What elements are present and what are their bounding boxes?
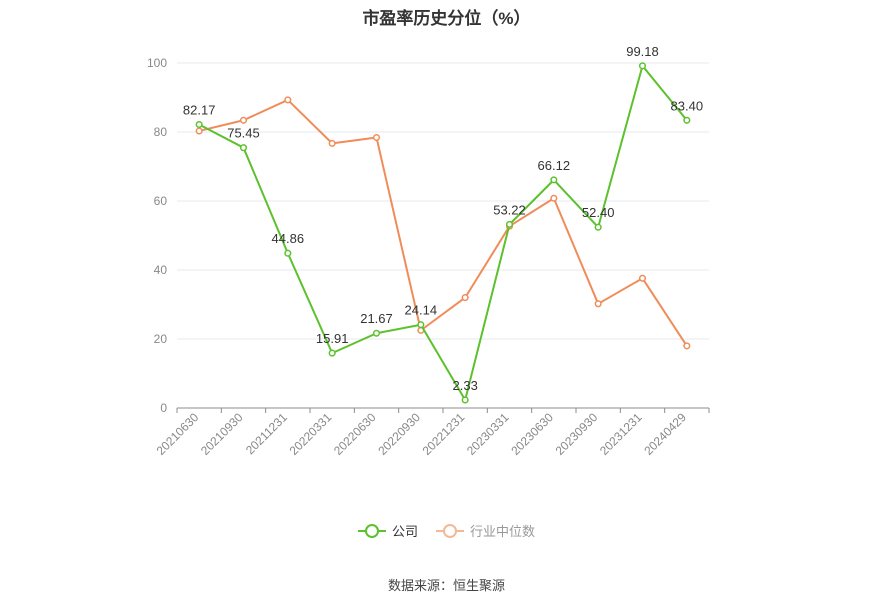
data-point — [683, 342, 691, 350]
y-tick-label: 0 — [160, 401, 167, 415]
x-tick-label: 20211231 — [243, 410, 290, 457]
data-label: 24.14 — [405, 303, 438, 318]
x-tick-label: 20230630 — [508, 410, 556, 458]
legend-item-industry[interactable]: 行业中位数 — [436, 521, 535, 540]
x-tick-label: 20240429 — [641, 410, 689, 458]
x-tick-label: 20210930 — [198, 410, 246, 458]
data-point — [638, 274, 647, 282]
y-tick-label: 40 — [154, 263, 168, 277]
data-point — [328, 139, 336, 147]
legend-industry-label: 行业中位数 — [470, 524, 536, 539]
x-tick-label: 20210630 — [154, 410, 202, 458]
data-point — [239, 116, 248, 124]
data-point — [372, 133, 381, 142]
data-point — [594, 300, 602, 308]
data-point — [461, 396, 469, 404]
data-point — [505, 220, 514, 228]
x-tick-label: 20220331 — [287, 410, 335, 458]
series-line — [198, 64, 688, 401]
data-point — [683, 116, 691, 124]
legend-company-label: 公司 — [391, 524, 418, 539]
data-label: 44.86 — [272, 231, 305, 246]
data-source-note: 数据来源：恒生聚源 — [387, 578, 505, 593]
data-point — [461, 294, 469, 302]
data-point — [550, 194, 558, 202]
chart-legend: 公司 行业中位数 — [0, 521, 893, 540]
chart-title: 市盈率历史分位（%） — [362, 9, 531, 28]
data-point — [594, 223, 602, 231]
data-label: 21.67 — [360, 311, 393, 326]
data-label: 99.18 — [626, 44, 659, 59]
data-label: 75.45 — [227, 126, 260, 141]
y-tick-label: 80 — [154, 125, 168, 139]
data-label: 52.40 — [582, 205, 615, 220]
x-tick-label: 20231231 — [597, 410, 645, 458]
data-point — [195, 127, 203, 135]
data-point — [550, 176, 558, 184]
y-tick-label: 100 — [147, 56, 167, 70]
legend-company-line-icon — [357, 523, 386, 538]
data-label: 83.40 — [671, 98, 704, 113]
data-point — [239, 144, 248, 152]
x-tick-label: 20220930 — [375, 410, 423, 458]
data-label: 15.91 — [316, 331, 349, 346]
legend-industry-line-icon — [436, 523, 464, 538]
data-point — [284, 249, 292, 257]
data-point — [195, 120, 203, 129]
x-tick-label: 20221231 — [420, 410, 468, 458]
data-point — [372, 329, 381, 337]
x-tick-label: 20220630 — [331, 410, 379, 458]
data-label: 2.33 — [453, 378, 478, 393]
y-tick-label: 20 — [154, 332, 168, 346]
data-point — [417, 321, 425, 329]
x-tick-label: 20230331 — [464, 410, 512, 458]
data-label: 66.12 — [538, 158, 571, 173]
data-label: 82.17 — [183, 103, 216, 118]
legend-item-company[interactable]: 公司 — [357, 521, 418, 540]
x-tick-label: 20230930 — [553, 410, 601, 458]
data-label: 53.22 — [493, 202, 526, 217]
data-point — [284, 96, 292, 104]
y-tick-label: 60 — [154, 194, 168, 208]
series-line — [198, 98, 688, 347]
data-point — [328, 349, 336, 357]
data-point — [638, 62, 647, 70]
